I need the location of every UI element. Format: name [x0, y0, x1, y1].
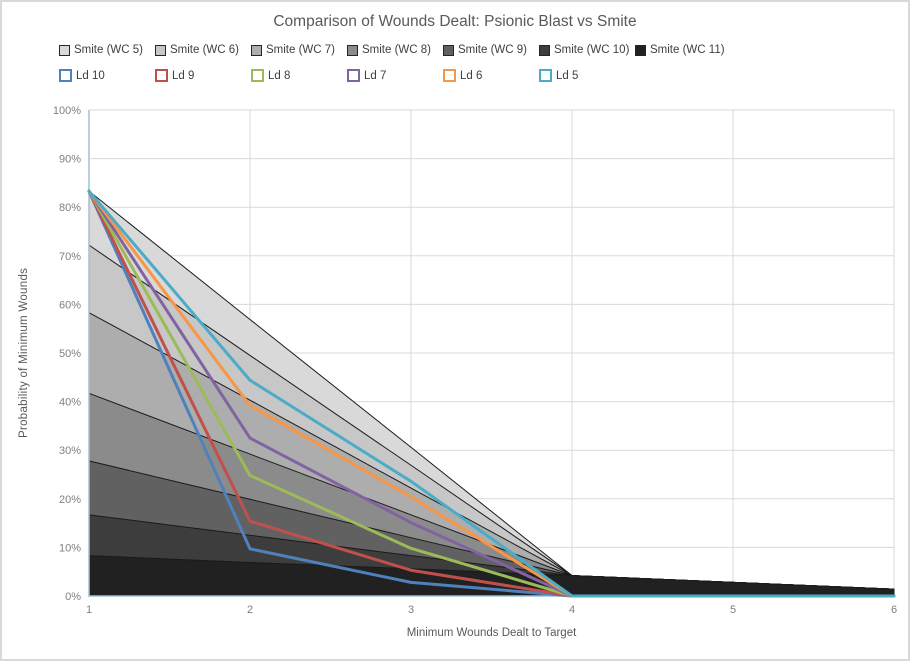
legend-label: Smite (WC 7)	[266, 44, 335, 56]
legend-label: Smite (WC 6)	[170, 44, 239, 56]
legend-swatch-icon	[347, 69, 360, 82]
legend-area-series: Smite (WC 5) Smite (WC 6) Smite (WC 7) Smit…	[59, 44, 731, 56]
y-tick-label: 90%	[59, 154, 81, 166]
chart-title: Comparison of Wounds Dealt: Psionic Blas…	[273, 13, 637, 30]
legend-swatch-icon	[539, 69, 552, 82]
legend-label: Smite (WC 11)	[650, 44, 725, 56]
legend-line-series: Ld 10 Ld 9 Ld 8 Ld 7 Ld 6 Ld 5	[59, 69, 635, 82]
legend-item-smite-wc-5-: Smite (WC 5)	[59, 44, 155, 56]
legend-item-smite-wc-11-: Smite (WC 11)	[635, 44, 731, 56]
y-tick-label: 70%	[59, 251, 81, 263]
legend-label: Ld 5	[556, 69, 579, 82]
legend-item-smite-wc-6-: Smite (WC 6)	[155, 44, 251, 56]
legend-label: Smite (WC 5)	[74, 44, 143, 56]
legend-label: Ld 8	[268, 69, 291, 82]
y-tick-label: 0%	[65, 591, 81, 603]
legend-swatch-icon	[347, 44, 358, 56]
legend-swatch-icon	[59, 44, 70, 56]
y-tick-label: 80%	[59, 202, 81, 214]
legend-swatch-icon	[155, 44, 166, 56]
x-tick-label: 3	[408, 604, 414, 616]
x-tick-label: 4	[569, 604, 575, 616]
legend-swatch-icon	[539, 44, 550, 56]
y-tick-label: 10%	[59, 542, 81, 554]
y-tick-label: 30%	[59, 445, 81, 457]
legend-swatch-icon	[443, 44, 454, 56]
legend-swatch-icon	[251, 69, 264, 82]
legend-label: Ld 6	[460, 69, 483, 82]
legend-item-ld-5: Ld 5	[539, 69, 635, 82]
legend-label: Ld 10	[76, 69, 105, 82]
legend-label: Smite (WC 9)	[458, 44, 527, 56]
legend-item-smite-wc-7-: Smite (WC 7)	[251, 44, 347, 56]
legend-label: Ld 7	[364, 69, 387, 82]
x-tick-label: 1	[86, 604, 92, 616]
legend-item-ld-9: Ld 9	[155, 69, 251, 82]
y-tick-label: 50%	[59, 348, 81, 360]
legend-label: Smite (WC 8)	[362, 44, 431, 56]
legend-item-ld-10: Ld 10	[59, 69, 155, 82]
x-tick-label: 6	[891, 604, 897, 616]
legend-item-smite-wc-10-: Smite (WC 10)	[539, 44, 635, 56]
legend-item-smite-wc-9-: Smite (WC 9)	[443, 44, 539, 56]
legend-swatch-icon	[59, 69, 72, 82]
legend-swatch-icon	[155, 69, 168, 82]
y-tick-label: 40%	[59, 397, 81, 409]
x-axis-title: Minimum Wounds Dealt to Target	[406, 627, 577, 639]
legend-swatch-icon	[635, 44, 646, 56]
legend-label: Smite (WC 10)	[554, 44, 630, 56]
y-tick-label: 20%	[59, 494, 81, 506]
x-tick-label: 5	[730, 604, 736, 616]
legend-item-smite-wc-8-: Smite (WC 8)	[347, 44, 443, 56]
legend-swatch-icon	[443, 69, 456, 82]
legend-item-ld-7: Ld 7	[347, 69, 443, 82]
x-tick-label: 2	[247, 604, 253, 616]
y-tick-label: 100%	[53, 105, 81, 117]
legend-item-ld-6: Ld 6	[443, 69, 539, 82]
y-tick-label: 60%	[59, 299, 81, 311]
legend-item-ld-8: Ld 8	[251, 69, 347, 82]
line-series-ld-5	[87, 189, 896, 598]
legend-label: Ld 9	[172, 69, 195, 82]
legend-swatch-icon	[251, 44, 262, 56]
